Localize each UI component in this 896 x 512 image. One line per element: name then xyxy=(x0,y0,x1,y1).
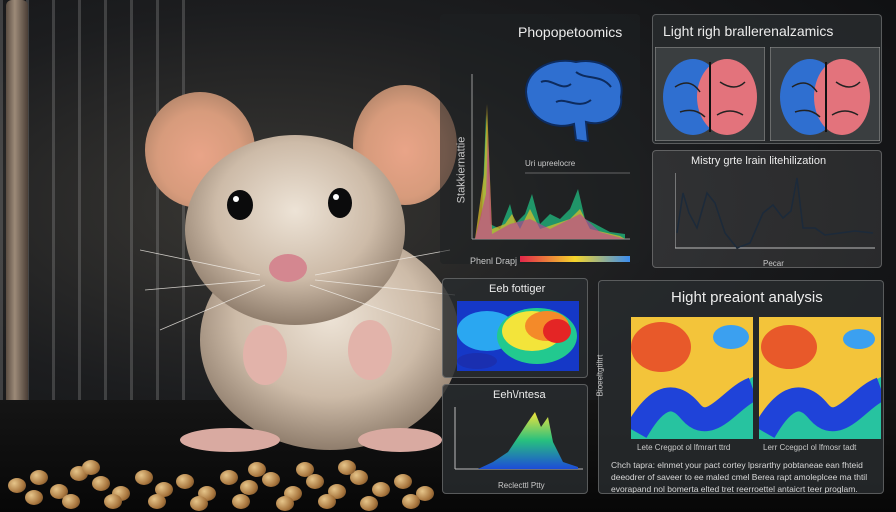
food-pellet xyxy=(338,460,356,475)
food-pellet xyxy=(30,470,48,485)
spectrum-chart xyxy=(471,74,630,240)
food-pellet xyxy=(82,460,100,475)
analysis-heatmap-left xyxy=(631,317,753,439)
food-pellet xyxy=(276,496,294,511)
food-pellet xyxy=(248,462,266,477)
panel-title: Phopopetoomics xyxy=(518,24,623,40)
food-pellet xyxy=(190,496,208,511)
food-pellet xyxy=(220,470,238,485)
rat-nose xyxy=(269,254,307,282)
right-eye xyxy=(328,188,352,218)
food-pellet xyxy=(262,472,280,487)
chart-axis-label-vertical: Stakkiernattie xyxy=(455,136,468,204)
food-pellet xyxy=(360,496,378,511)
panel-brain-comparison: Light righ brallerenalzamics xyxy=(652,14,882,144)
analysis-heatmap-right xyxy=(759,317,881,439)
panel-title: Hight preaiont analysis xyxy=(671,289,823,306)
left-paw xyxy=(243,325,287,385)
food-pellet xyxy=(296,462,314,477)
panel-small-heatmap: Eeb fottiger xyxy=(442,278,588,378)
panel-title: Eeb fottiger xyxy=(489,283,546,295)
food-pellet xyxy=(372,482,390,497)
analysis-caption: Chch tapra: elnmet your pact cortey lpsr… xyxy=(611,460,868,493)
food-pellet xyxy=(306,474,324,489)
panel-wave-chart: Mistry grte lrain litehilization Pecar xyxy=(652,150,882,268)
panel-analysis: Hight preaiont analysis Bioeeltgtiltrt L… xyxy=(595,280,884,494)
food-pellet xyxy=(240,480,258,495)
left-eye xyxy=(227,190,253,220)
food-pellet xyxy=(232,494,250,509)
panel-phopopetoomics: Phopopetoomics Uri upreelocre Stakkierna… xyxy=(440,14,640,266)
cage-post xyxy=(6,0,28,470)
chart-axis-label-horizontal: Phenl Drapj xyxy=(470,256,518,266)
rat-head xyxy=(185,135,405,325)
food-pellet xyxy=(402,494,420,509)
rat-illustration xyxy=(140,85,460,452)
food-pellet xyxy=(104,494,122,509)
food-pellet xyxy=(62,494,80,509)
food-pellet xyxy=(416,486,434,501)
food-pellet xyxy=(155,482,173,497)
small-heatmap-image xyxy=(457,301,579,371)
spectrum-label: Uri upreelocre xyxy=(525,159,576,168)
color-scale-bar xyxy=(520,256,630,262)
food-pellet xyxy=(8,478,26,493)
food-pellet xyxy=(350,470,368,485)
food-pellet xyxy=(92,476,110,491)
food-pellet xyxy=(135,470,153,485)
brain-icon xyxy=(524,59,623,142)
analysis-axis-label: Bioeeltgtiltrt xyxy=(595,354,605,397)
food-pellet xyxy=(176,474,194,489)
histogram-chart xyxy=(454,407,583,470)
food-pellet xyxy=(25,490,43,505)
panel-title: Eeh\/ntesa xyxy=(493,389,546,401)
brain-left-hemisphere-image xyxy=(655,47,765,141)
panel-small-histogram: Eeh\/ntesa Reclecttl Ptty xyxy=(442,384,588,494)
histogram-axis-label: Reclecttl Ptty xyxy=(498,481,545,490)
right-paw xyxy=(348,320,392,380)
food-pellet xyxy=(50,484,68,499)
heatmap-caption-right: Lerr Ccegpcl ol lfmosr tadt xyxy=(763,443,857,452)
heatmap-caption-left: Lete Cregpot ol lfmrart ttrd xyxy=(637,443,731,452)
wave-line-chart xyxy=(675,173,875,249)
wave-axis-label: Pecar xyxy=(763,259,784,268)
panel-title: Mistry grte lrain litehilization xyxy=(691,155,827,167)
food-pellet xyxy=(318,494,336,509)
brain-right-hemisphere-image xyxy=(770,47,880,141)
food-pellet xyxy=(148,494,166,509)
panel-title: Light righ brallerenalzamics xyxy=(663,23,834,39)
food-pellet xyxy=(394,474,412,489)
cage-bars xyxy=(0,0,190,470)
